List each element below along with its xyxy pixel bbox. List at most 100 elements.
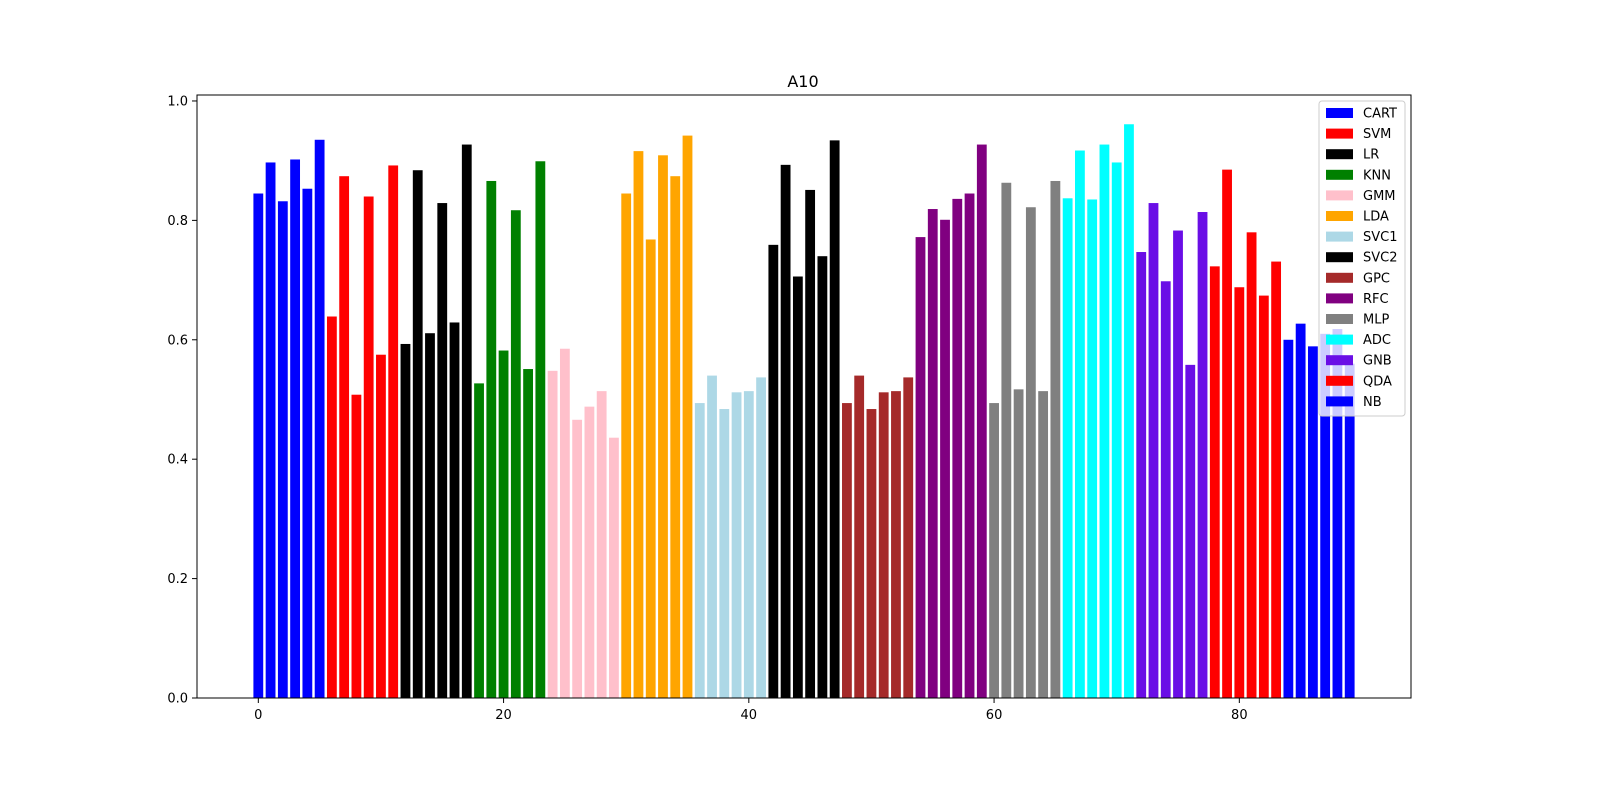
legend-label-svc1: SVC1: [1363, 230, 1398, 245]
bar-svc1-4: [743, 391, 754, 698]
x-axis: 0 20 40 60 80: [254, 698, 1248, 723]
bar-lda-3: [658, 155, 668, 699]
legend-swatch-knn: [1326, 169, 1353, 180]
bar-svc1-5: [756, 377, 766, 698]
bar-rfc-1: [927, 209, 938, 698]
x-tick-label: 60: [986, 708, 1003, 723]
bar-svc2-1: [780, 164, 791, 699]
bar-rfc-2: [940, 219, 950, 698]
legend: CART SVM LR KNN GMM LDA SVC1 SVC2 GPC RFC MLP ADC GN…: [1318, 100, 1406, 417]
bar-rfc-5: [976, 144, 987, 699]
legend-label-rfc: RFC: [1363, 292, 1389, 307]
legend-swatch-lda: [1326, 211, 1353, 221]
x-tick-label: 0: [254, 708, 262, 723]
bar-svc2-2: [792, 276, 803, 698]
legend-swatch-svm: [1326, 128, 1353, 139]
bar-gmm-4: [596, 391, 607, 698]
bar-lr-2: [425, 333, 435, 698]
bar-svc1-3: [731, 392, 742, 698]
bar-nb-3: [1320, 333, 1331, 698]
legend-swatch-lr: [1326, 149, 1353, 160]
bar-svm-5: [388, 165, 399, 698]
y-tick-label: 0.6: [167, 333, 188, 348]
bar-mlp-3: [1025, 207, 1036, 699]
bar-svc1-1: [707, 375, 717, 698]
bar-svc2-3: [805, 189, 816, 698]
bar-cart-4: [302, 188, 313, 699]
bar-gnb-1: [1148, 203, 1159, 698]
bar-gnb-5: [1197, 212, 1208, 698]
bar-nb-4: [1332, 329, 1343, 698]
legend-label-adc: ADC: [1363, 333, 1391, 348]
legend-swatch-gmm: [1326, 190, 1353, 201]
bar-lr-3: [437, 203, 448, 698]
legend-label-mlp: MLP: [1363, 313, 1389, 328]
legend-swatch-gpc: [1326, 272, 1353, 283]
bar-qda-0: [1209, 266, 1220, 698]
bar-rfc-4: [964, 193, 975, 698]
bar-qda-3: [1246, 232, 1257, 698]
bar-svc1-2: [719, 409, 730, 698]
legend-swatch-mlp: [1326, 314, 1353, 324]
bar-gmm-2: [572, 419, 583, 698]
bar-gmm-5: [609, 437, 619, 698]
legend-label-cart: CART: [1363, 107, 1397, 122]
bar-cart-1: [265, 162, 276, 698]
bar-adc-5: [1124, 124, 1134, 698]
legend-swatch-adc: [1326, 334, 1353, 345]
legend-swatch-svc2: [1326, 252, 1353, 263]
bar-lda-5: [682, 135, 693, 699]
bar-knn-5: [535, 161, 546, 698]
bar-adc-2: [1087, 199, 1098, 699]
legend-swatch-nb: [1326, 396, 1353, 407]
y-tick-label: 0.4: [167, 453, 188, 468]
legend-label-nb: NB: [1363, 395, 1382, 410]
bar-gpc-2: [866, 409, 877, 698]
bar-cart-0: [253, 193, 264, 698]
legend-label-gmm: GMM: [1363, 189, 1396, 204]
bar-mlp-0: [989, 403, 999, 698]
bar-gnb-2: [1160, 281, 1171, 698]
bar-adc-0: [1062, 198, 1073, 699]
bar-lda-1: [633, 151, 644, 698]
legend-label-gpc: GPC: [1363, 271, 1390, 286]
y-axis: 0.0 0.2 0.4 0.6 0.8 1.0: [167, 94, 197, 707]
legend-label-gnb: GNB: [1363, 354, 1392, 369]
bar-svm-1: [339, 176, 350, 698]
bar-lr-0: [400, 343, 411, 698]
bar-cart-2: [277, 201, 288, 698]
bar-svm-4: [376, 354, 386, 698]
x-tick-label: 80: [1231, 708, 1248, 723]
bar-svm-2: [351, 394, 362, 698]
bar-cart-5: [314, 139, 325, 698]
legend-swatch-cart: [1326, 108, 1353, 118]
legend-label-svm: SVM: [1363, 127, 1391, 142]
bar-svm-3: [363, 196, 374, 698]
bar-svc1-0: [694, 403, 705, 698]
bar-lr-5: [461, 144, 472, 699]
x-tick-label: 20: [495, 708, 512, 723]
bar-gmm-0: [547, 370, 558, 698]
bar-rfc-0: [915, 237, 926, 698]
bar-knn-4: [523, 369, 533, 698]
y-tick-label: 0.0: [167, 692, 188, 707]
bar-gnb-3: [1173, 230, 1183, 698]
legend-swatch-rfc: [1326, 293, 1353, 304]
bar-knn-1: [486, 180, 497, 699]
bar-svc2-4: [817, 256, 828, 698]
bar-gnb-0: [1136, 252, 1147, 698]
bar-gmm-1: [559, 348, 570, 698]
legend-label-lr: LR: [1363, 148, 1379, 163]
bar-mlp-5: [1050, 180, 1061, 699]
bar-knn-3: [510, 210, 521, 699]
bar-lr-4: [449, 322, 460, 698]
bar-svc2-0: [768, 244, 779, 698]
bar-gpc-4: [891, 391, 901, 698]
bars-group: [253, 124, 1355, 699]
bar-svm-0: [326, 316, 337, 698]
y-tick-label: 0.2: [167, 572, 188, 587]
bar-mlp-1: [1001, 182, 1012, 698]
bar-adc-1: [1075, 150, 1085, 698]
